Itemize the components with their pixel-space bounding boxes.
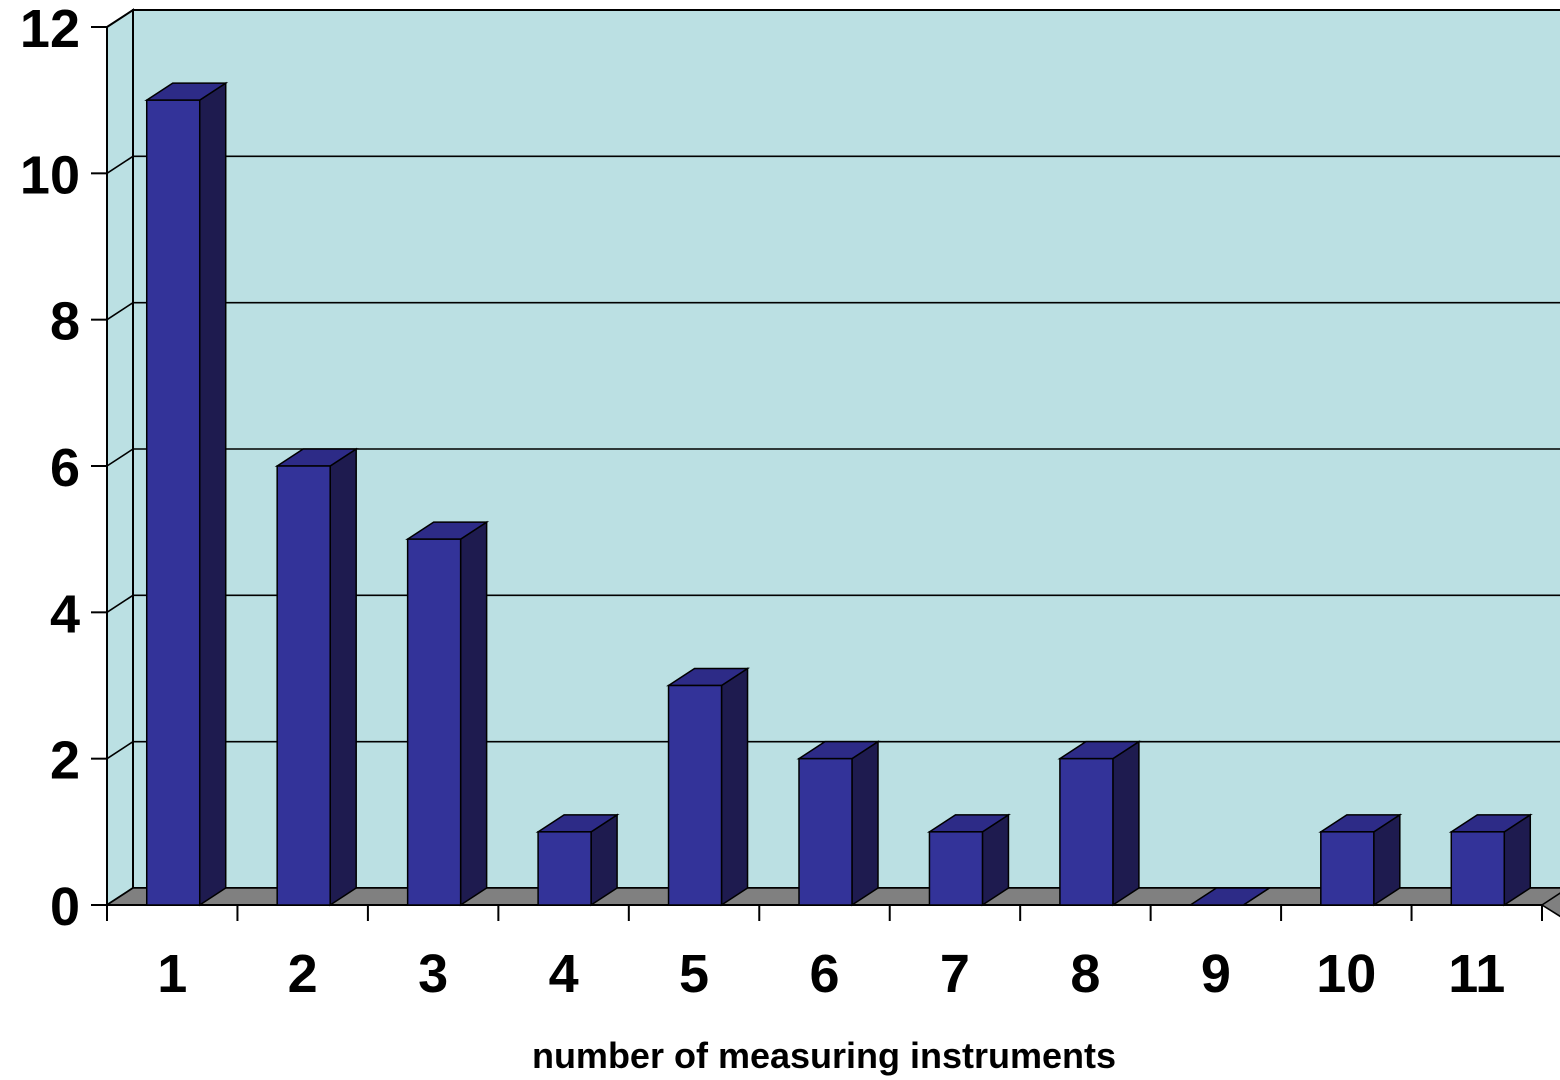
bar-front — [1320, 831, 1375, 906]
y-tick-label: 10 — [20, 145, 80, 205]
bar-side — [198, 81, 227, 907]
bar — [274, 447, 359, 907]
x-tick-label: 6 — [809, 944, 839, 1004]
gridline — [106, 155, 1560, 175]
x-tick-label: 10 — [1316, 944, 1376, 1004]
y-tick-label: 4 — [50, 584, 80, 644]
y-tick-label: 12 — [20, 0, 80, 59]
y-tick-label: 6 — [50, 438, 80, 498]
x-tick-label: 8 — [1070, 944, 1100, 1004]
bar-front — [406, 538, 462, 906]
x-tick-label: 11 — [1448, 944, 1505, 1004]
bar-front — [1450, 831, 1506, 906]
bar-front — [928, 831, 984, 906]
y-tick-label: 2 — [50, 731, 80, 791]
x-tick-label: 1 — [157, 944, 187, 1004]
bar-side — [329, 447, 357, 907]
y-tick-label: 0 — [50, 877, 80, 937]
bar-front — [667, 684, 723, 906]
x-tick-label: 9 — [1201, 944, 1231, 1004]
bar — [1187, 887, 1272, 906]
bar — [796, 740, 881, 907]
bar — [1448, 813, 1533, 907]
bar — [144, 81, 229, 907]
gridline — [106, 448, 1560, 467]
bar — [926, 813, 1011, 907]
bar-front — [537, 831, 592, 906]
bar-front — [276, 465, 331, 906]
bar — [405, 520, 490, 907]
y-tick-label: 8 — [50, 292, 80, 352]
gridline — [106, 9, 1560, 28]
bar — [535, 813, 620, 907]
bar-front — [798, 757, 853, 906]
x-tick-label: 5 — [679, 944, 709, 1004]
x-tick-label: 3 — [418, 944, 448, 1004]
x-tick-label: 7 — [940, 944, 970, 1004]
bar — [666, 667, 751, 907]
x-tick-label: 2 — [288, 944, 318, 1004]
gridline — [106, 301, 1560, 321]
gridline — [106, 594, 1560, 614]
x-tick-labels: 1 2 3 4 5 6 7 8 9 10 11 — [157, 944, 1505, 1004]
bars — [144, 81, 1533, 907]
floor-edge — [1541, 892, 1560, 906]
bar — [1057, 740, 1142, 907]
x-tick-label: 4 — [549, 944, 579, 1004]
bar-side — [459, 520, 488, 907]
x-axis-title: number of measuring instruments — [532, 1035, 1116, 1076]
bar-front — [1059, 757, 1114, 906]
bar-top — [1187, 887, 1272, 906]
bar-side — [720, 667, 749, 907]
bar-side — [851, 740, 879, 907]
bar — [1318, 813, 1403, 907]
bar-side — [1112, 740, 1140, 907]
bar-front — [145, 99, 201, 906]
gridlines — [106, 9, 1560, 760]
y-tick-labels: 0 2 4 6 8 10 12 — [20, 0, 80, 937]
